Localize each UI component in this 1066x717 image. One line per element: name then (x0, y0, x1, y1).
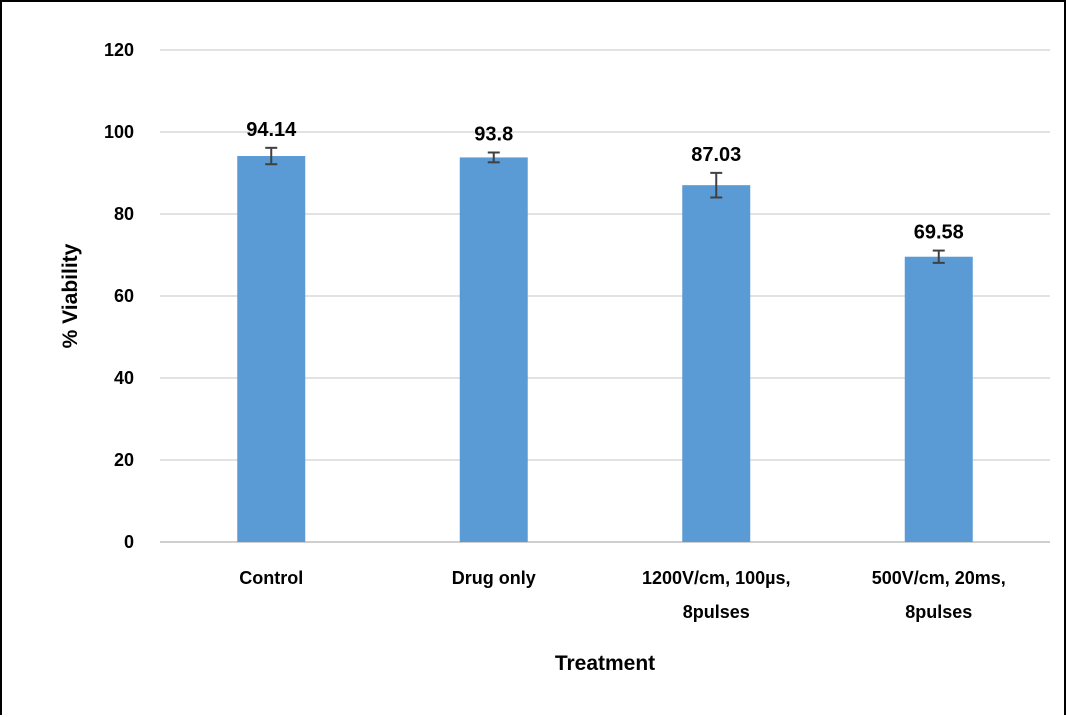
x-axis-title: Treatment (555, 652, 655, 675)
y-tick-label: 120 (104, 40, 134, 60)
x-tick-label: 8pulses (683, 602, 750, 622)
bar (682, 185, 751, 542)
error-bar (710, 171, 723, 199)
gridlines (160, 49, 1050, 543)
data-label: 93.8 (474, 124, 513, 146)
y-axis-ticks: 0 20 40 60 80 100 120 (104, 40, 134, 552)
data-labels: 94.14 93.8 87.03 69.58 (246, 119, 964, 244)
x-tick-label: Drug only (452, 568, 536, 588)
data-label: 69.58 (914, 222, 964, 244)
error-bar (487, 151, 500, 164)
error-bar (265, 146, 278, 166)
bar (904, 256, 973, 542)
x-tick-label: Control (239, 568, 303, 588)
y-tick-label: 40 (114, 368, 134, 388)
data-label: 94.14 (246, 119, 297, 141)
y-tick-label: 60 (114, 286, 134, 306)
x-tick-label: 1200V/cm, 100µs, (642, 568, 790, 588)
y-tick-label: 20 (114, 450, 134, 470)
y-axis-title: % Viability (59, 243, 82, 348)
bar (459, 157, 528, 543)
y-tick-label: 100 (104, 122, 134, 142)
error-bar (932, 249, 945, 264)
y-tick-label: 0 (124, 532, 134, 552)
x-tick-label: 500V/cm, 20ms, (872, 568, 1006, 588)
data-label: 87.03 (691, 144, 741, 166)
bar (237, 156, 306, 542)
x-tick-label: 8pulses (905, 602, 972, 622)
error-bars (265, 146, 945, 264)
x-axis-ticks: Control Drug only 1200V/cm, 100µs, 8pulses 5… (239, 568, 1006, 622)
y-tick-label: 80 (114, 204, 134, 224)
bars (237, 156, 973, 543)
